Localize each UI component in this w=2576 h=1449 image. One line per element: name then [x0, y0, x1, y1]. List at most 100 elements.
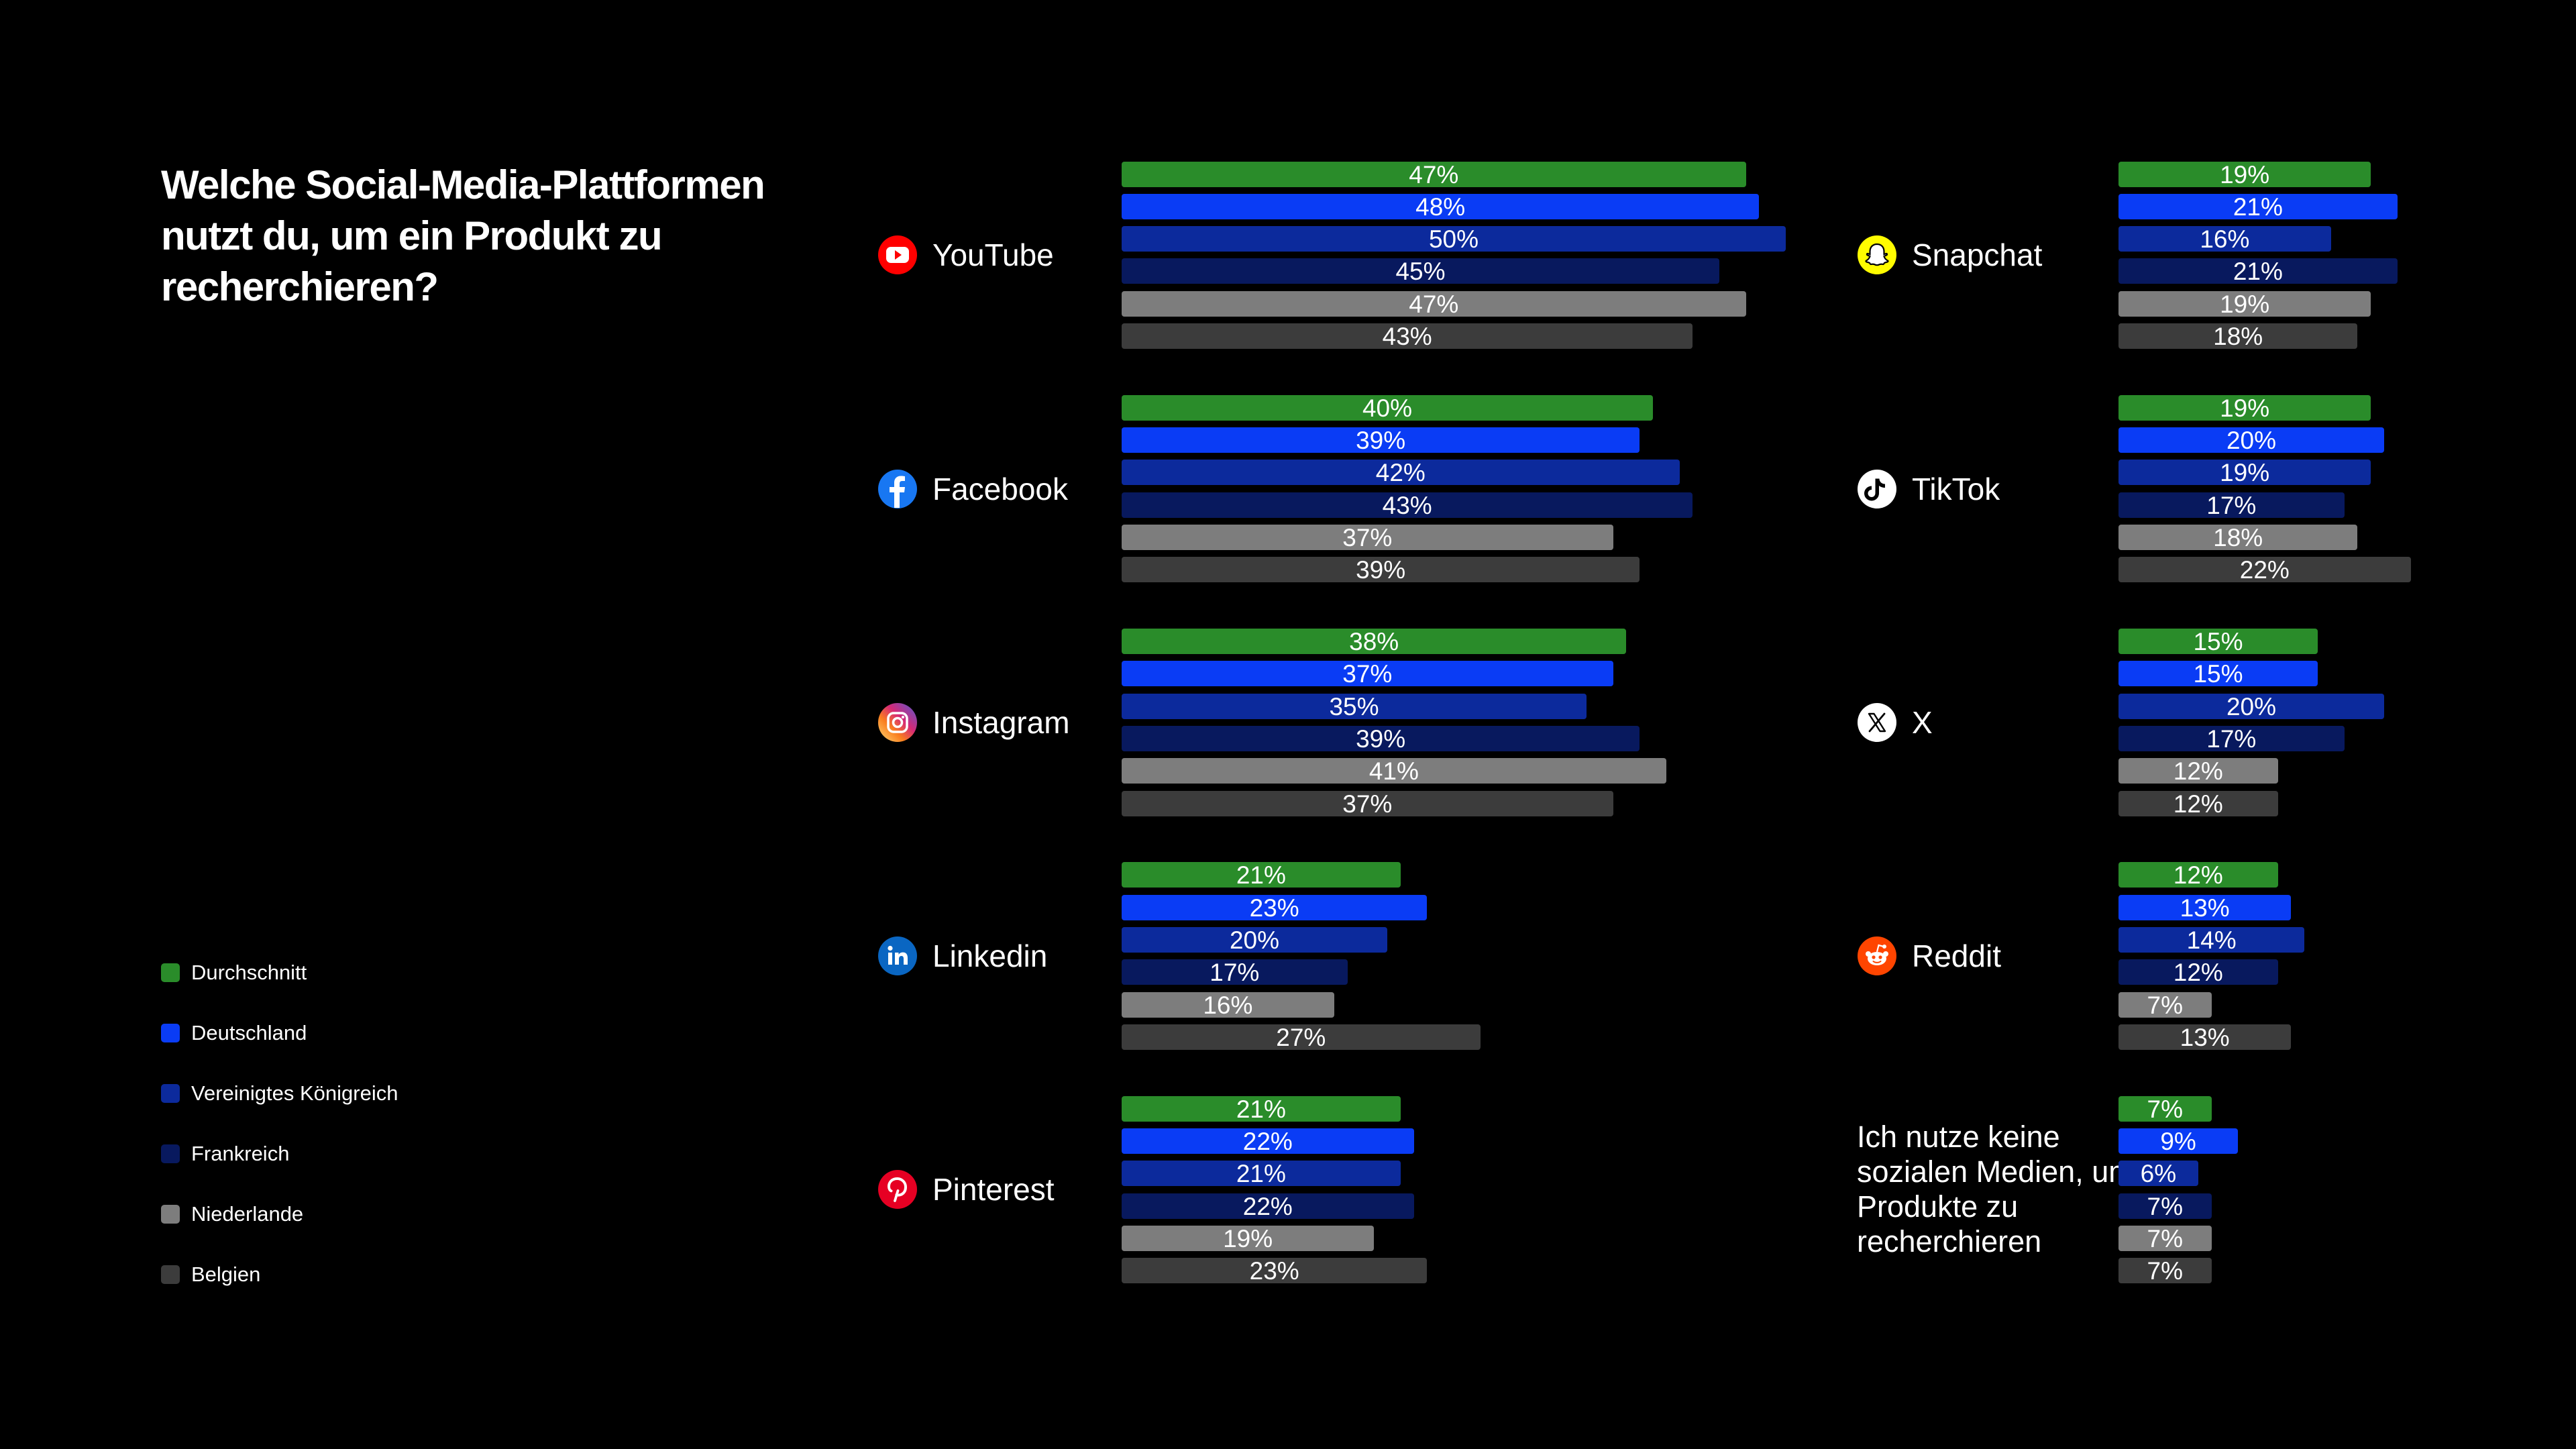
- bar: [1122, 290, 1746, 317]
- bar: [2118, 758, 2278, 784]
- bar: [2118, 492, 2345, 518]
- bar: [2118, 790, 2278, 816]
- platform-name: X: [1912, 704, 1933, 740]
- platform-name: YouTube: [932, 237, 1054, 273]
- bar-value-label: 43%: [1382, 491, 1432, 519]
- legend-item: Niederlande: [161, 1201, 303, 1228]
- bar-value-label: 20%: [2226, 427, 2277, 455]
- bar: [1122, 959, 1348, 985]
- bar-value-label: 22%: [1242, 1192, 1293, 1220]
- category-label: Ich nutze keine sozialen Medien, um Prod…: [1857, 1120, 2134, 1259]
- platform-name: Facebook: [932, 471, 1069, 506]
- chart-title: Welche Social-Media-Plattformen nutzt du…: [161, 162, 765, 309]
- bar: [2118, 1258, 2212, 1284]
- bar-value-label: 41%: [1368, 757, 1419, 786]
- bar-value-label: 39%: [1356, 556, 1406, 584]
- platform-name: Linkedin: [932, 938, 1048, 974]
- bar-value-label: 37%: [1342, 524, 1393, 551]
- legend-item: Belgien: [161, 1261, 260, 1288]
- legend-swatch: [161, 1265, 180, 1284]
- bar: [1122, 226, 1786, 252]
- bar-value-label: 21%: [1236, 1160, 1286, 1188]
- legend-label: Belgien: [191, 1263, 261, 1286]
- bar: [1122, 161, 1746, 187]
- platform-label: Pinterest: [877, 1163, 1055, 1216]
- bar: [1122, 323, 1693, 349]
- bar: [1122, 1225, 1375, 1251]
- platform-name: Snapchat: [1912, 237, 2043, 273]
- bar: [2118, 460, 2371, 486]
- bar: [2118, 323, 2358, 349]
- bar: [1122, 557, 1640, 583]
- bar: [2118, 1225, 2212, 1251]
- bar: [2118, 991, 2212, 1018]
- bar-value-label: 21%: [1236, 861, 1286, 890]
- bar-value-label: 15%: [2193, 660, 2243, 688]
- bar-value-label: 39%: [1356, 725, 1406, 753]
- platform-label: TikTok: [1857, 462, 2000, 516]
- bar: [2118, 894, 2292, 920]
- bar-value-label: 21%: [2233, 193, 2283, 221]
- platform-label: Reddit: [1857, 929, 2001, 983]
- legend-label: Durchschnitt: [191, 961, 307, 984]
- bar: [1122, 927, 1387, 953]
- bar: [1122, 661, 1613, 687]
- legend-label: Deutschland: [191, 1021, 307, 1044]
- bar-value-label: 12%: [2173, 959, 2223, 987]
- platform-name: TikTok: [1912, 471, 2000, 506]
- bar-value-label: 12%: [2173, 757, 2223, 786]
- bar-value-label: 16%: [2200, 225, 2250, 254]
- legend-label: Vereinigtes Königreich: [191, 1081, 398, 1105]
- bar-value-label: 37%: [1342, 660, 1393, 688]
- bar-value-label: 17%: [1210, 959, 1260, 987]
- bar-value-label: 19%: [2220, 290, 2270, 318]
- bar-value-label: 23%: [1249, 894, 1299, 922]
- x-icon: [1857, 702, 1897, 743]
- bar: [1122, 1024, 1481, 1050]
- bar-value-label: 19%: [2220, 160, 2270, 189]
- bar: [1122, 1193, 1414, 1219]
- bar: [2118, 525, 2358, 550]
- bar: [2118, 629, 2318, 655]
- bar-value-label: 19%: [1223, 1224, 1273, 1252]
- bar: [2118, 693, 2384, 719]
- bar: [2118, 1193, 2212, 1219]
- bar-value-label: 43%: [1382, 323, 1432, 350]
- bar: [2118, 290, 2371, 317]
- bar-value-label: 13%: [2180, 1023, 2230, 1051]
- bar-value-label: 12%: [2173, 861, 2223, 890]
- bar: [2118, 959, 2278, 985]
- legend-swatch: [161, 1084, 180, 1103]
- bar: [1122, 894, 1428, 920]
- bar: [1122, 1161, 1401, 1187]
- bar: [1122, 394, 1653, 421]
- bar: [2118, 394, 2371, 421]
- bar-value-label: 13%: [2180, 894, 2230, 922]
- bar: [2118, 862, 2278, 888]
- bar-value-label: 23%: [1249, 1257, 1299, 1285]
- bar-value-label: 17%: [2206, 725, 2257, 753]
- bar: [1122, 460, 1680, 486]
- bar: [1122, 758, 1666, 784]
- bar-value-label: 7%: [2147, 1095, 2184, 1123]
- bar-value-label: 6%: [2140, 1160, 2177, 1188]
- bar: [2118, 661, 2318, 687]
- platform-label: Facebook: [877, 462, 1068, 516]
- bar: [2118, 1095, 2212, 1122]
- bar: [1122, 193, 1760, 219]
- bar-value-label: 7%: [2147, 1192, 2184, 1220]
- legend-item: Deutschland: [161, 1020, 307, 1046]
- bar-value-label: 7%: [2147, 1224, 2184, 1252]
- bar-value-label: 48%: [1415, 193, 1466, 221]
- facebook-icon: [877, 469, 918, 509]
- bar-value-label: 18%: [2213, 323, 2263, 350]
- platform-label: YouTube: [877, 228, 1054, 282]
- bar-value-label: 21%: [1236, 1095, 1286, 1123]
- bar-value-label: 42%: [1375, 459, 1426, 487]
- bar: [2118, 226, 2331, 252]
- bar-value-label: 22%: [2239, 556, 2290, 584]
- legend-swatch: [161, 963, 180, 982]
- legend-label: Niederlande: [191, 1202, 304, 1226]
- bar-value-label: 12%: [2173, 790, 2223, 818]
- bar: [1122, 862, 1401, 888]
